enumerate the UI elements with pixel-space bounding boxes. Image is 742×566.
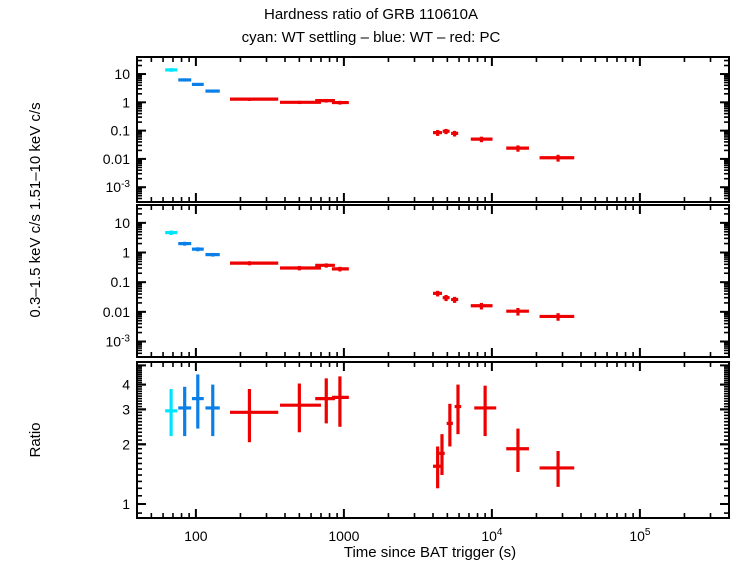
data-point: [442, 294, 450, 302]
panel-frame: [136, 361, 730, 519]
data-point: [506, 428, 529, 472]
data-point: [433, 130, 442, 136]
series-wt-settling: [165, 389, 178, 437]
data-point: [454, 384, 462, 435]
y-tick-label: 4: [122, 377, 130, 393]
data-point: [331, 266, 349, 272]
panel-frame: [136, 56, 730, 203]
data-point: [331, 376, 349, 427]
data-point: [191, 82, 204, 87]
y-axis-label-ratio: Ratio: [27, 422, 44, 457]
data-point: [506, 145, 529, 152]
data-point: [165, 68, 178, 72]
x-tick-label: 104: [481, 527, 503, 544]
data-point: [279, 383, 321, 433]
y-tick-label: 10: [114, 66, 130, 82]
panel-hard-band: 10 1 0.1 0.01 10-3: [103, 56, 730, 203]
data-point: [451, 296, 459, 303]
series-wt: [178, 78, 220, 93]
y-tick-label: 10: [114, 215, 130, 231]
y-tick-label: 2: [122, 436, 130, 452]
chart-subtitle: cyan: WT settling – blue: WT – red: PC: [242, 29, 501, 46]
data-point: [315, 378, 335, 424]
data-point: [451, 130, 459, 137]
data-point: [178, 386, 192, 437]
data-point: [470, 302, 493, 310]
data-point: [178, 78, 192, 82]
series-wt-settling: [165, 230, 178, 235]
data-point: [442, 128, 450, 135]
y-tick-label: 10-3: [106, 333, 131, 349]
data-point: [279, 100, 321, 105]
data-point: [470, 136, 493, 143]
series-wt: [178, 374, 220, 437]
data-point: [191, 247, 204, 252]
data-point: [439, 434, 445, 476]
data-point: [474, 385, 497, 437]
data-point: [205, 89, 220, 93]
data-point: [230, 261, 279, 266]
y-axis-label-flux: 0.3–1.5 keV c/s 1.51–10 keV c/s: [27, 102, 44, 317]
data-point: [205, 252, 220, 257]
data-point: [331, 100, 349, 105]
series-pc: [230, 97, 575, 162]
data-point: [433, 290, 442, 297]
data-point: [279, 266, 321, 271]
y-tick-label: 0.01: [103, 151, 130, 167]
panel-frame: [136, 204, 730, 358]
data-point: [165, 389, 178, 437]
y-tick-label: 0.01: [103, 304, 130, 320]
series-pc: [230, 261, 575, 321]
series-wt: [178, 241, 220, 257]
y-tick-label: 0.1: [111, 274, 131, 290]
x-axis-label: Time since BAT trigger (s): [344, 544, 516, 561]
y-tick-label: 1: [122, 94, 130, 110]
data-point: [539, 451, 575, 487]
panel-ratio: 4 3 2 1: [122, 361, 730, 519]
x-tick-label: 100: [184, 528, 208, 544]
data-point: [191, 374, 204, 429]
data-point: [165, 230, 178, 235]
x-tick-label: 1000: [328, 528, 359, 544]
data-point: [539, 154, 575, 162]
panel-soft-band: 10 1 0.1 0.01 10-3: [103, 204, 730, 358]
x-tick-label: 105: [629, 527, 651, 544]
data-point: [315, 263, 335, 268]
series-pc: [230, 376, 575, 489]
y-tick-label: 1: [122, 496, 130, 512]
data-point: [205, 384, 220, 437]
data-point: [506, 307, 529, 316]
y-tick-label: 1: [122, 245, 130, 261]
data-point: [446, 403, 453, 447]
y-tick-label: 10-3: [106, 179, 131, 195]
chart-title: Hardness ratio of GRB 110610A: [264, 6, 478, 23]
data-point: [230, 97, 279, 101]
data-point: [539, 313, 575, 321]
data-point: [315, 98, 335, 103]
data-point: [230, 389, 279, 443]
y-tick-label: 0.1: [111, 123, 131, 139]
series-wt-settling: [165, 68, 178, 72]
panels-group: 10 1 0.1 0.01 10-3 10 1 0.1 0.01 10-3 4 3 2 1 100 1000 1…: [103, 56, 730, 544]
y-tick-label: 3: [122, 401, 130, 417]
data-point: [178, 241, 192, 246]
